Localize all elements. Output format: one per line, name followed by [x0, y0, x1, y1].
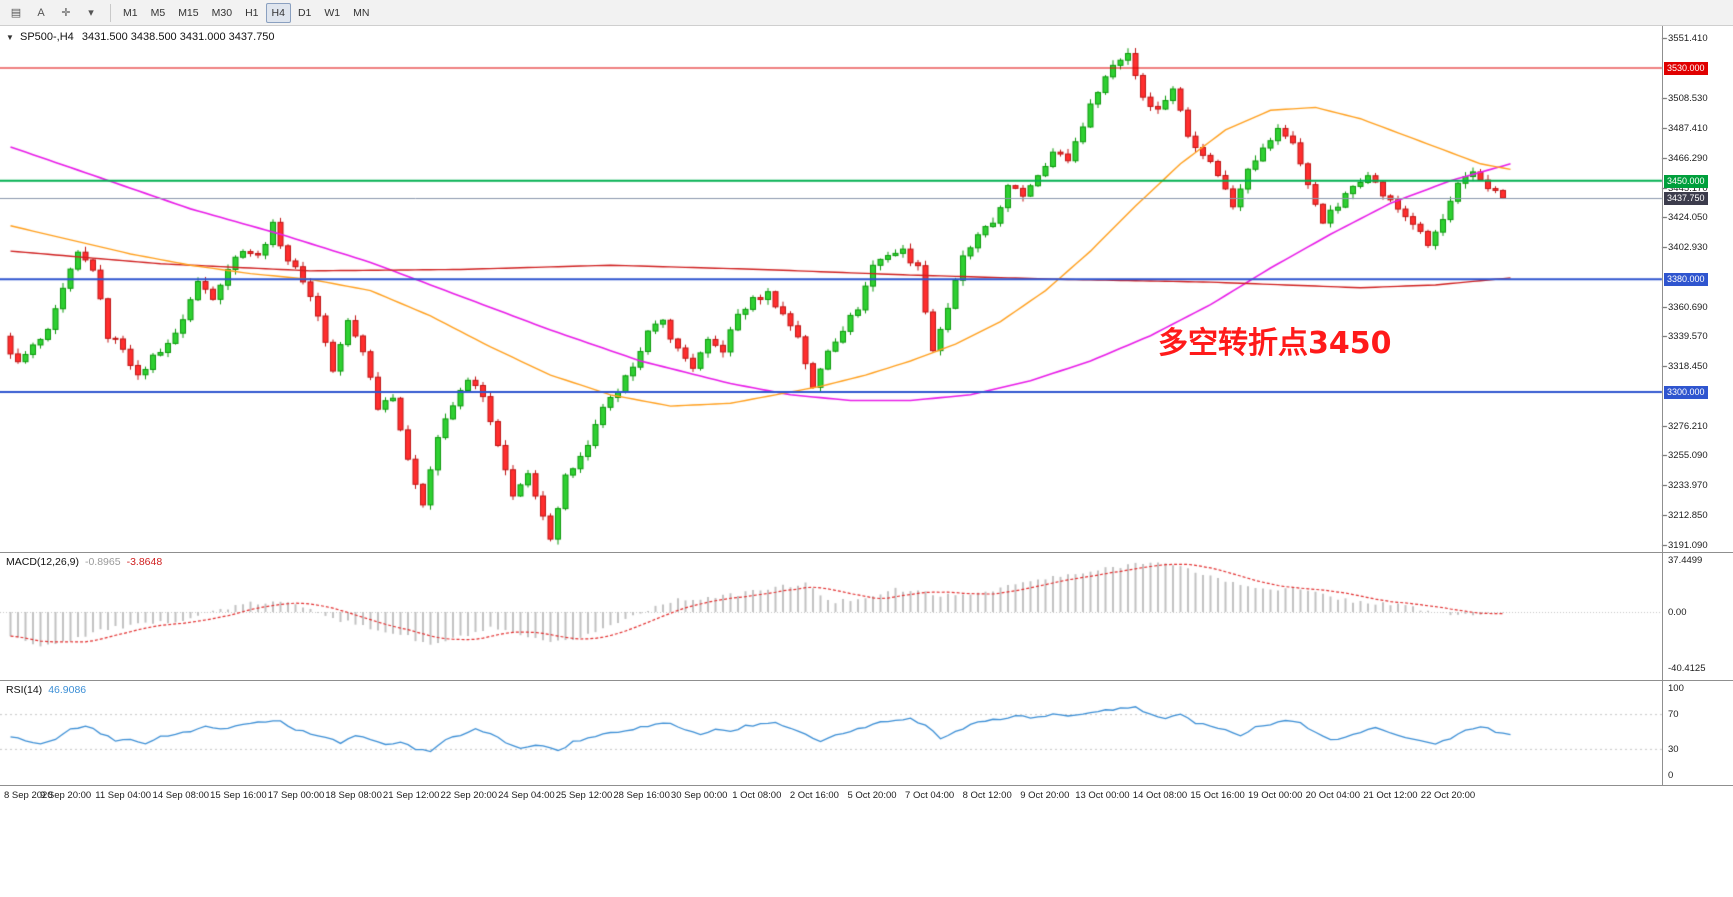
crosshair-tool[interactable]: ✛ — [61, 7, 71, 19]
time-axis-label: 14 Sep 08:00 — [152, 790, 210, 801]
rsi-axis-tick: 70 — [1668, 709, 1679, 721]
time-axis-label: 5 Oct 20:00 — [847, 790, 897, 801]
time-axis-label: 9 Sep 20:00 — [39, 790, 92, 801]
charts-list-icon[interactable]: ▤ — [10, 7, 22, 19]
rsi-axis-tick: 30 — [1668, 743, 1679, 755]
time-axis-label: 8 Oct 12:00 — [962, 790, 1012, 801]
price-level-badge: 3300.000 — [1664, 386, 1708, 399]
drawing-tools-group: ▤ A ✛ ▾ — [4, 3, 104, 23]
rsi-indicator-label: RSI(14) 46.9086 — [6, 684, 86, 696]
macd-name: MACD(12,26,9) — [6, 556, 79, 568]
timeframe-button-h4[interactable]: H4 — [265, 2, 291, 23]
time-axis-label: 15 Oct 16:00 — [1190, 790, 1245, 801]
time-axis-label: 7 Oct 04:00 — [905, 790, 955, 801]
price-axis-tick: 3402.930 — [1668, 242, 1708, 253]
macd-axis-tick: -40.4125 — [1668, 663, 1706, 675]
price-axis-tick: 3445.170 — [1668, 182, 1708, 194]
time-axis-label: 25 Sep 12:00 — [555, 790, 613, 801]
price-axis-border — [1662, 26, 1663, 786]
timeframe-button-m1[interactable]: M1 — [123, 6, 138, 19]
toolbar: ▤ A ✛ ▾ M1 M5 M15 M30 H1 H4 D1 W1 MN — [0, 0, 1733, 26]
panel-divider[interactable] — [0, 552, 1733, 553]
timeframe-button-w1[interactable]: W1 — [324, 6, 341, 19]
tools-dropdown-arrow[interactable]: ▾ — [88, 7, 94, 19]
price-axis-tick: 3551.410 — [1668, 32, 1708, 44]
time-axis-label: 14 Oct 08:00 — [1132, 790, 1188, 801]
price-axis-tick: 3466.290 — [1668, 152, 1708, 164]
timeframe-button-mn[interactable]: MN — [353, 6, 370, 19]
time-axis-label: 9 Oct 20:00 — [1020, 790, 1070, 801]
price-axis-tick: 3276.210 — [1668, 420, 1708, 432]
price-axis-tick: 3360.690 — [1668, 301, 1708, 313]
time-axis-label: 8 Sep 2020 — [4, 790, 53, 801]
price-axis-tick: 3212.850 — [1668, 509, 1708, 521]
time-axis-label: 2 Oct 16:00 — [789, 790, 839, 801]
panel-divider[interactable] — [0, 680, 1733, 681]
price-axis-tick: 3318.450 — [1668, 361, 1708, 372]
toolbar-separator — [110, 3, 111, 22]
rsi-name: RSI(14) — [6, 684, 43, 696]
price-level-badge: 3450.000 — [1664, 174, 1708, 188]
macd-indicator-label: MACD(12,26,9) -0.8965 -3.8648 — [6, 556, 162, 568]
chinese-annotation-text: 多空转折点3450 — [1158, 326, 1392, 361]
chart-ohlc-header: ▼ SP500-,H4 3431.500 3438.500 3431.000 3… — [6, 31, 275, 43]
macd-axis-tick: 0.00 — [1668, 607, 1687, 618]
time-axis-label: 28 Sep 16:00 — [613, 790, 670, 801]
timeframe-button-m15[interactable]: M15 — [178, 6, 199, 19]
timeframe-button-m30[interactable]: M30 — [211, 6, 233, 19]
macd-main-value: -0.8965 — [84, 556, 121, 568]
time-axis-label: 18 Sep 08:00 — [325, 790, 382, 801]
macd-signal-value: -3.8648 — [126, 556, 163, 568]
symbol-dropdown-marker-icon[interactable]: ▼ — [6, 33, 14, 42]
rsi-axis-tick: 0 — [1668, 770, 1674, 781]
price-axis-tick: 3339.570 — [1668, 331, 1708, 343]
price-axis-tick: 3424.050 — [1668, 212, 1708, 224]
timeframe-button-m5[interactable]: M5 — [150, 6, 166, 19]
time-axis-label: 11 Sep 04:00 — [95, 790, 152, 801]
time-axis-label: 20 Oct 04:00 — [1305, 790, 1360, 801]
time-axis-label: 1 Oct 08:00 — [732, 790, 782, 801]
timeframe-button-h1[interactable]: H1 — [245, 6, 259, 19]
timeframe-buttons-group: M1 M5 M15 M30 H1 H4 D1 W1 MN — [117, 2, 376, 23]
price-axis-tick: 3233.970 — [1668, 480, 1708, 492]
time-axis-label: 15 Sep 16:00 — [210, 790, 267, 801]
ohlc-values: 3431.500 3438.500 3431.000 3437.750 — [81, 31, 275, 43]
rsi-value: 46.9086 — [48, 684, 87, 696]
time-axis-label: 22 Sep 20:00 — [440, 790, 498, 801]
price-level-badge: 3380.000 — [1664, 273, 1708, 287]
rsi-axis-tick: 100 — [1668, 683, 1684, 694]
macd-axis-tick: 37.4499 — [1668, 555, 1703, 567]
timeframe-button-d1[interactable]: D1 — [297, 6, 312, 19]
time-axis-label: 22 Oct 20:00 — [1420, 790, 1476, 801]
time-axis-label: 24 Sep 04:00 — [498, 790, 555, 801]
time-axis-label: 30 Sep 00:00 — [670, 790, 728, 801]
price-axis-tick: 3508.530 — [1668, 93, 1708, 105]
time-axis-label: 21 Oct 12:00 — [1363, 790, 1418, 801]
price-axis-tick: 3487.410 — [1668, 122, 1708, 134]
time-axis-label: 17 Sep 00:00 — [267, 790, 325, 801]
time-axis-label: 19 Oct 00:00 — [1247, 790, 1303, 801]
time-axis-label: 13 Oct 00:00 — [1075, 790, 1130, 801]
price-level-badge: 3530.000 — [1664, 62, 1708, 75]
panel-divider[interactable] — [0, 785, 1733, 786]
text-label-tool[interactable]: A — [37, 6, 45, 19]
current-price-badge: 3437.750 — [1664, 191, 1708, 205]
time-axis-label: 21 Sep 12:00 — [382, 790, 440, 801]
price-axis-tick: 3255.090 — [1668, 450, 1708, 462]
symbol-title: SP500-,H4 — [19, 31, 74, 43]
price-axis-tick: 3191.090 — [1668, 540, 1708, 552]
